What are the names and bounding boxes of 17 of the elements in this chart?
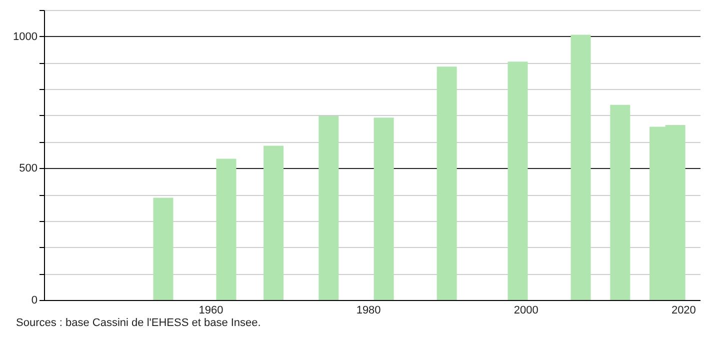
bar	[610, 104, 630, 300]
bar	[374, 118, 394, 300]
bar	[318, 116, 339, 300]
bar	[153, 198, 174, 300]
x-tick-label: 2000	[514, 304, 538, 316]
bar	[216, 158, 236, 300]
y-tick-label: 0	[31, 294, 38, 306]
bar	[508, 62, 528, 300]
x-tick-label: 1960	[198, 304, 224, 316]
bar	[436, 66, 457, 300]
source-note: Sources : base Cassini de l'EHESS et base Insee.	[16, 317, 261, 329]
bar	[570, 34, 591, 300]
y-tick-label: 500	[19, 162, 38, 175]
bar	[264, 146, 284, 300]
x-tick-label: 2020	[671, 304, 696, 316]
x-tick-label: 1980	[356, 304, 381, 316]
y-tick-label: 1000	[13, 30, 38, 43]
